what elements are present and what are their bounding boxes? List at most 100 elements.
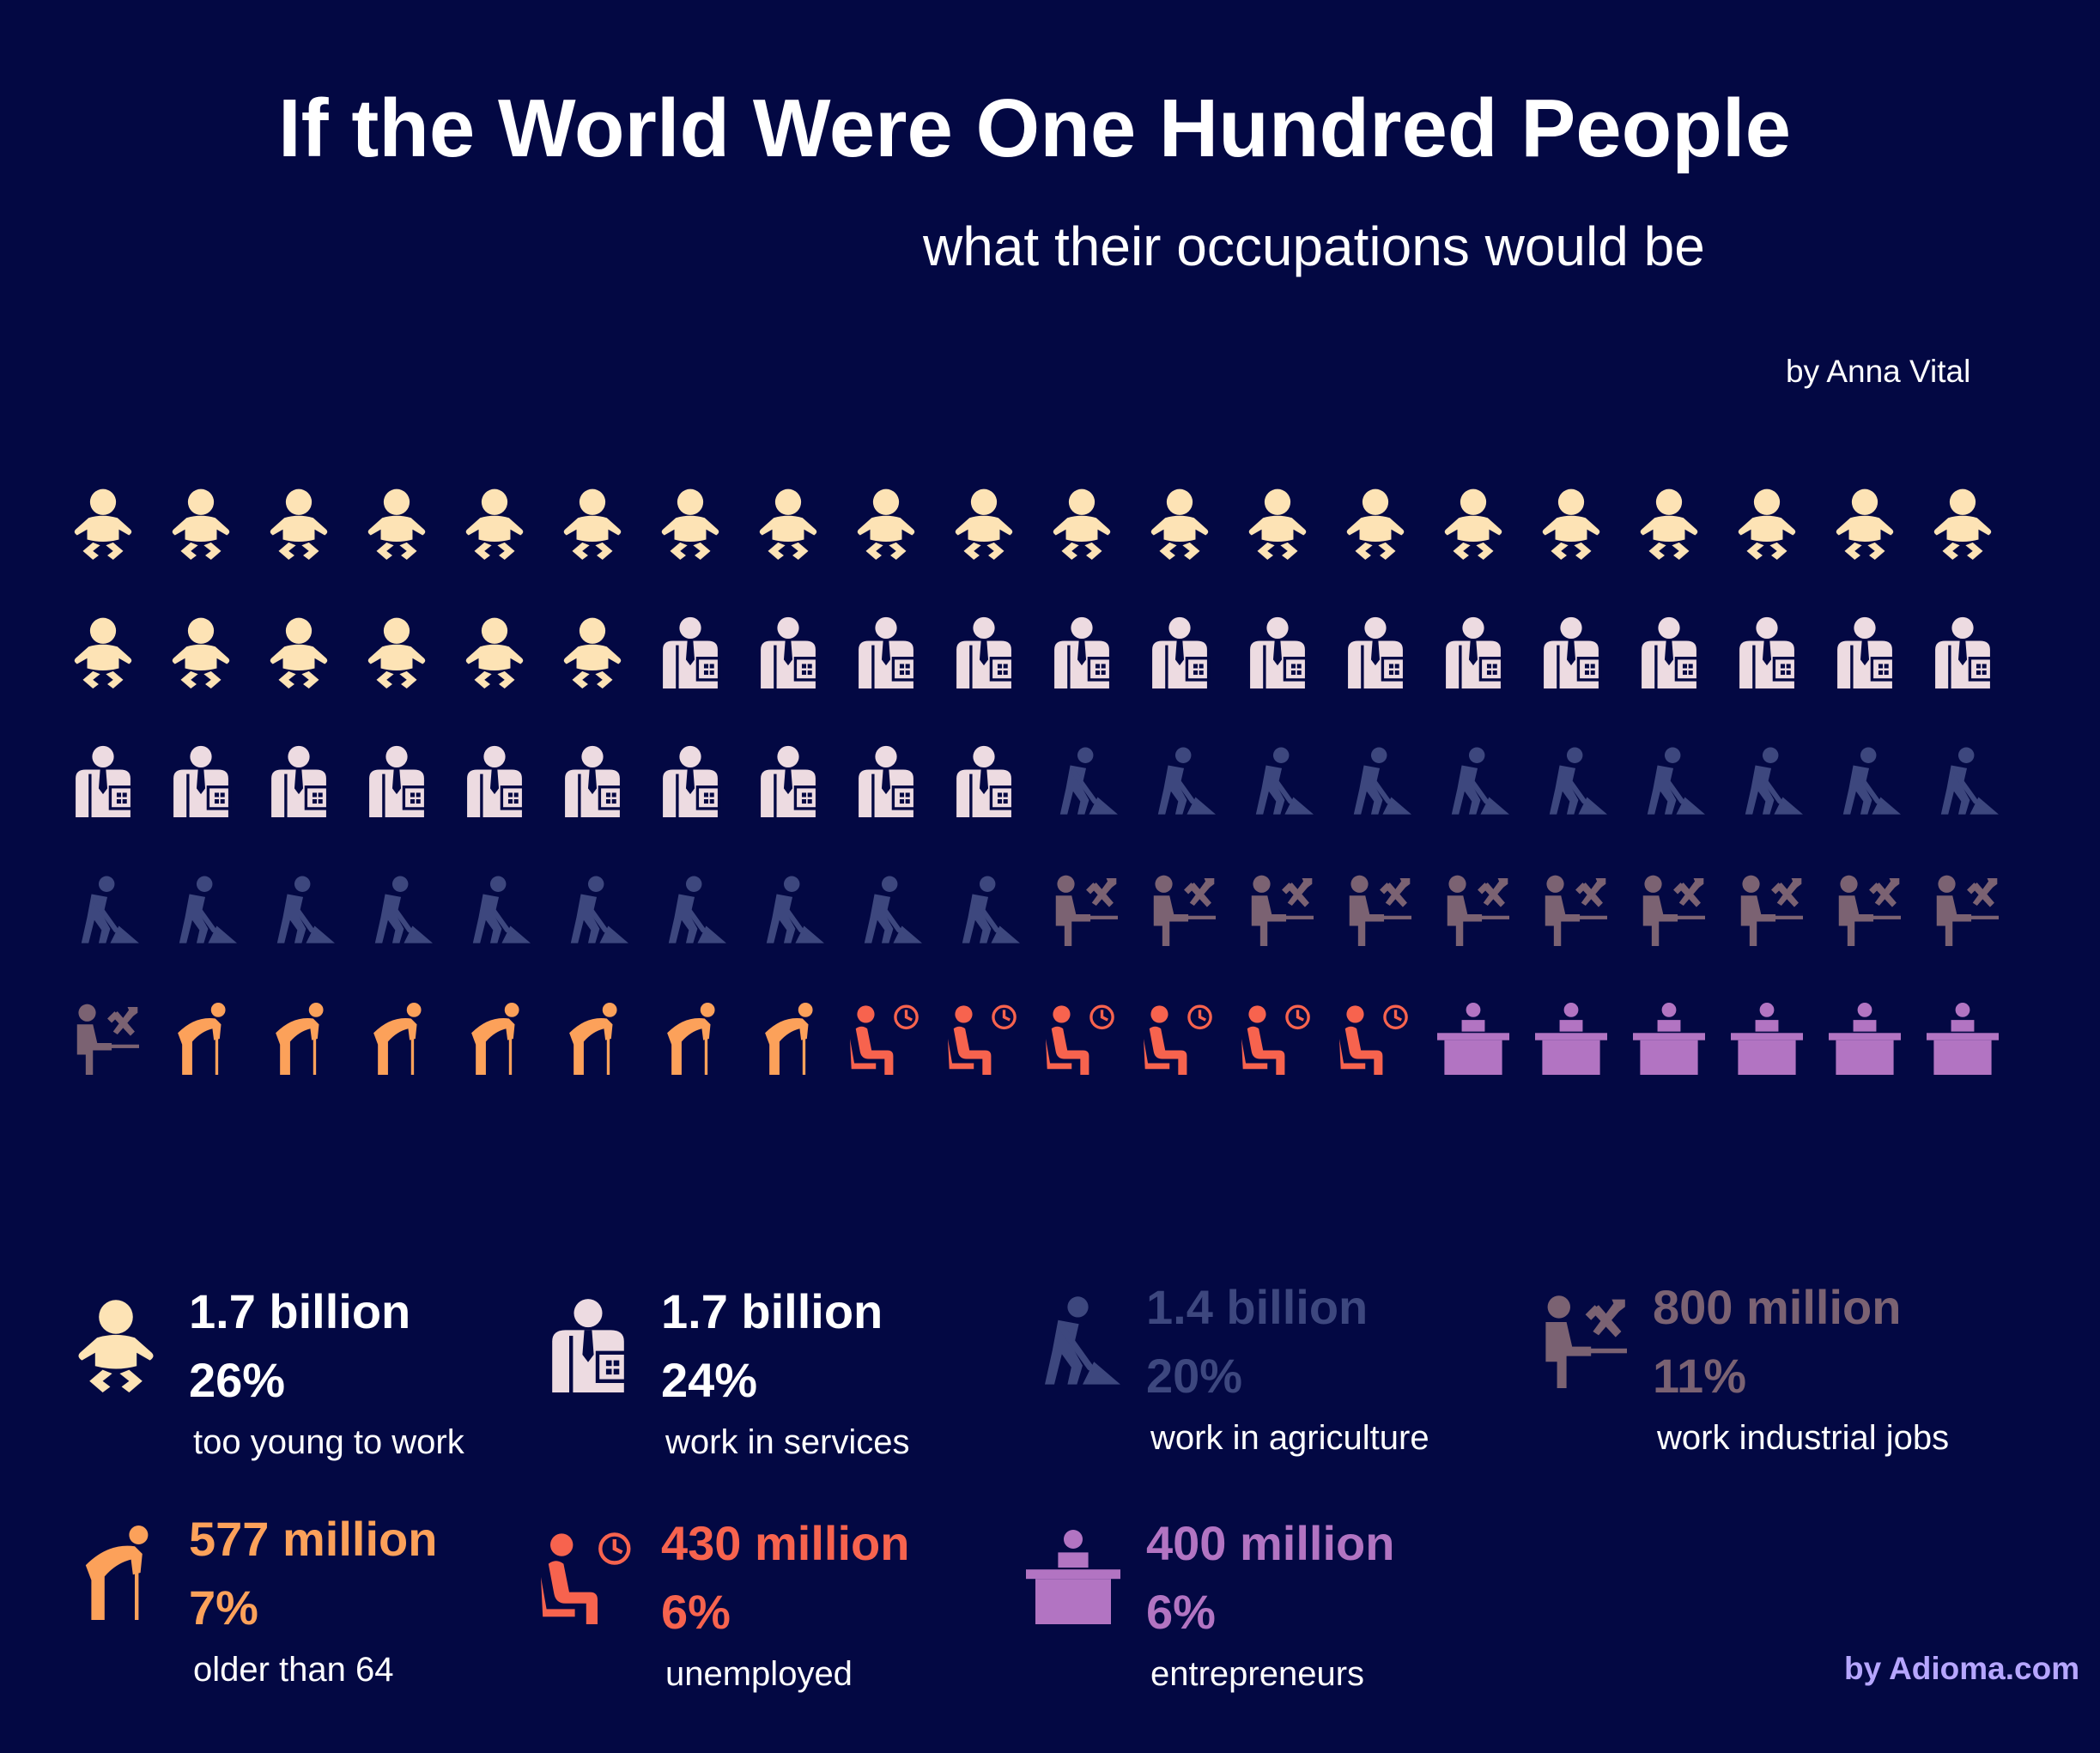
elderly-person-icon [667, 1003, 715, 1075]
office-worker-icon [565, 745, 623, 817]
industrial-worker-icon [1153, 875, 1216, 946]
digging-worker-icon [276, 876, 335, 943]
industrial-worker-icon [1545, 1295, 1627, 1388]
elderly-person-icon [373, 1003, 422, 1075]
elderly-person-icon [765, 1003, 813, 1075]
office-worker-icon [761, 745, 819, 817]
baby-icon [1346, 488, 1405, 560]
legend-percent: 26% [189, 1353, 286, 1407]
desk-person-icon [1731, 1003, 1803, 1075]
office-worker-icon [1544, 616, 1602, 688]
digging-worker-icon [374, 876, 433, 943]
legend-value: 400 million [1146, 1516, 1395, 1570]
legend-label: too young to work [193, 1423, 464, 1461]
legend-value: 1.7 billion [661, 1284, 883, 1338]
desk-person-icon [1026, 1530, 1120, 1624]
industrial-worker-icon [1838, 875, 1901, 946]
credit-text: by Adioma.com [1844, 1651, 2080, 1686]
desk-person-icon [1535, 1003, 1607, 1075]
office-worker-icon [859, 745, 917, 817]
waiting-person-icon [541, 1532, 631, 1624]
office-worker-icon [173, 745, 232, 817]
office-worker-icon [956, 616, 1015, 688]
legend-label: work industrial jobs [1657, 1419, 1950, 1457]
baby-icon [270, 488, 328, 560]
legend-value: 430 million [661, 1516, 910, 1570]
office-worker-icon [1837, 616, 1896, 688]
baby-icon [955, 488, 1013, 560]
baby-icon [1248, 488, 1307, 560]
page-subtitle: what their occupations would be [923, 215, 1705, 277]
office-worker-icon [956, 745, 1015, 817]
digging-worker-icon [1940, 747, 1999, 815]
office-worker-icon [1935, 616, 1994, 688]
digging-worker-icon [179, 876, 237, 943]
baby-icon [172, 488, 230, 560]
waiting-person-icon [948, 1004, 1017, 1075]
digging-worker-icon [1647, 747, 1705, 815]
baby-icon [270, 617, 328, 688]
office-worker-icon [663, 616, 721, 688]
digging-worker-icon [1059, 747, 1118, 815]
elderly-person-icon [85, 1526, 149, 1620]
desk-person-icon [1437, 1003, 1509, 1075]
baby-icon [367, 617, 426, 688]
office-worker-icon [1054, 616, 1113, 688]
office-worker-icon [1642, 616, 1700, 688]
baby-icon [74, 617, 132, 688]
legend-percent: 6% [1146, 1585, 1216, 1639]
baby-icon [563, 617, 622, 688]
baby-icon [1542, 488, 1600, 560]
legend-value: 1.4 billion [1146, 1280, 1369, 1334]
elderly-person-icon [276, 1003, 324, 1075]
baby-icon [1933, 488, 1992, 560]
legend-value: 1.7 billion [189, 1284, 411, 1338]
industrial-worker-icon [76, 1004, 139, 1075]
digging-worker-icon [766, 876, 824, 943]
digging-worker-icon [472, 876, 531, 943]
industrial-worker-icon [1055, 875, 1118, 946]
digging-worker-icon [1451, 747, 1509, 815]
waiting-person-icon [1339, 1004, 1408, 1075]
baby-icon [1738, 488, 1796, 560]
digging-worker-icon [668, 876, 726, 943]
baby-icon [1640, 488, 1698, 560]
desk-person-icon [1633, 1003, 1705, 1075]
office-worker-icon [1739, 616, 1798, 688]
baby-icon [1444, 488, 1502, 560]
baby-icon [759, 488, 817, 560]
office-worker-icon [761, 616, 819, 688]
industrial-worker-icon [1447, 875, 1509, 946]
baby-icon [78, 1300, 154, 1392]
baby-icon [563, 488, 622, 560]
digging-worker-icon [864, 876, 922, 943]
legend-percent: 24% [661, 1353, 758, 1407]
digging-worker-icon [81, 876, 139, 943]
digging-worker-icon [1255, 747, 1314, 815]
baby-icon [367, 488, 426, 560]
elderly-person-icon [471, 1003, 519, 1075]
baby-icon [465, 488, 524, 560]
industrial-worker-icon [1642, 875, 1705, 946]
industrial-worker-icon [1251, 875, 1314, 946]
digging-worker-icon [1842, 747, 1901, 815]
elderly-person-icon [178, 1003, 226, 1075]
baby-icon [465, 617, 524, 688]
baby-icon [661, 488, 719, 560]
legend-label: entrepreneurs [1150, 1655, 1365, 1693]
legend-label: work in services [665, 1423, 910, 1461]
page-title: If the World Were One Hundred People [278, 82, 1791, 174]
office-worker-icon [369, 745, 428, 817]
baby-icon [1053, 488, 1111, 560]
desk-person-icon [1829, 1003, 1901, 1075]
baby-icon [857, 488, 915, 560]
digging-worker-icon [570, 876, 628, 943]
office-worker-icon [76, 745, 134, 817]
office-worker-icon [552, 1299, 628, 1392]
baby-icon [1150, 488, 1209, 560]
waiting-person-icon [1241, 1004, 1310, 1075]
waiting-person-icon [1144, 1004, 1212, 1075]
baby-icon [1836, 488, 1894, 560]
office-worker-icon [663, 745, 721, 817]
waiting-person-icon [850, 1004, 919, 1075]
